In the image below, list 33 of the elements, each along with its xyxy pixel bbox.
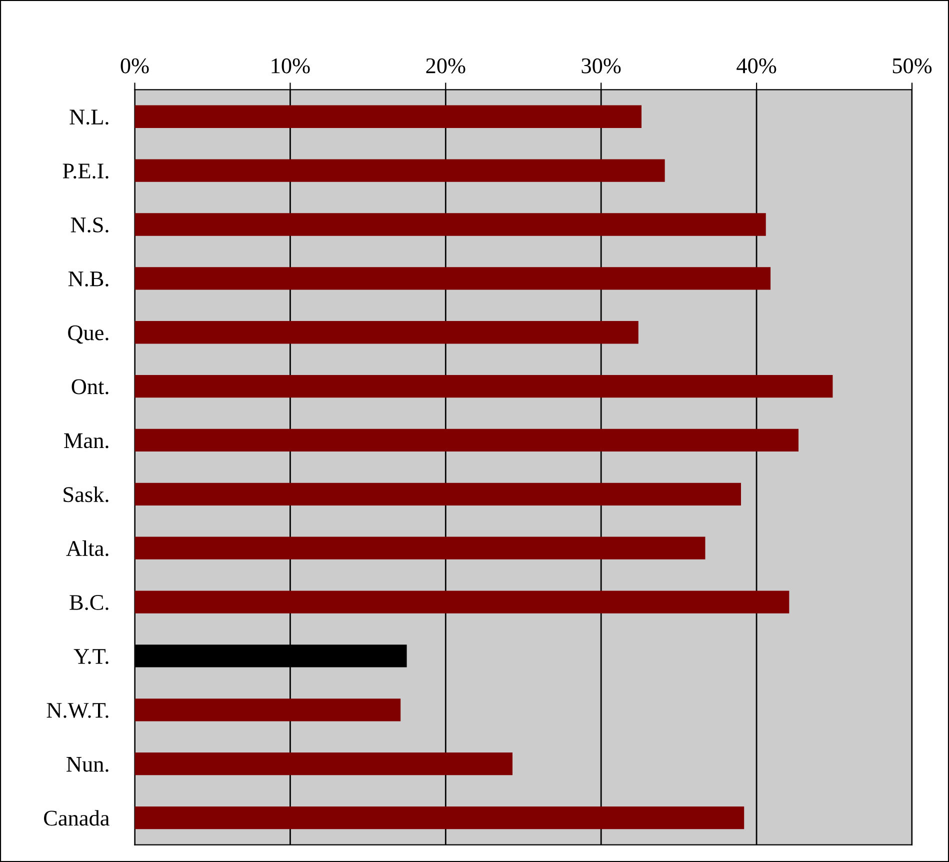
y-tick-label: N.W.T.	[46, 703, 108, 718]
x-tick-label: 10%	[272, 58, 310, 74]
bar	[134, 374, 833, 398]
bar	[134, 267, 771, 290]
bar	[134, 536, 706, 560]
bar	[134, 105, 642, 128]
y-tick-label: Sask.	[64, 486, 108, 502]
x-tick-label: 50%	[892, 58, 932, 74]
y-tick-label: N.L.	[70, 110, 108, 125]
y-tick-label: B.C.	[70, 595, 108, 610]
bar	[134, 428, 799, 452]
bar	[134, 590, 790, 614]
x-tick-label: 20%	[426, 58, 466, 74]
y-tick-label: Ont.	[72, 379, 108, 394]
bar	[134, 482, 741, 506]
y-tick-label: Que.	[68, 325, 108, 344]
y-tick-label: P.E.I.	[62, 164, 108, 179]
y-tick-label: Alta.	[66, 540, 108, 556]
x-tick-label: 30%	[582, 58, 621, 74]
bar	[134, 213, 766, 236]
x-tick-label: 40%	[736, 58, 776, 74]
bar	[134, 159, 665, 182]
y-tick-label: N.S.	[70, 217, 108, 233]
y-tick-label: Man.	[64, 433, 108, 448]
bar	[134, 752, 512, 776]
y-tick-label: Y.T.	[74, 649, 108, 664]
bar	[134, 321, 638, 344]
y-tick-label: N.B.	[68, 272, 108, 286]
y-tick-label: Nun.	[66, 757, 108, 772]
bar	[134, 806, 744, 830]
bar	[134, 698, 401, 722]
x-tick-label: 0%	[120, 58, 149, 74]
y-tick-label: Canada	[44, 810, 110, 826]
